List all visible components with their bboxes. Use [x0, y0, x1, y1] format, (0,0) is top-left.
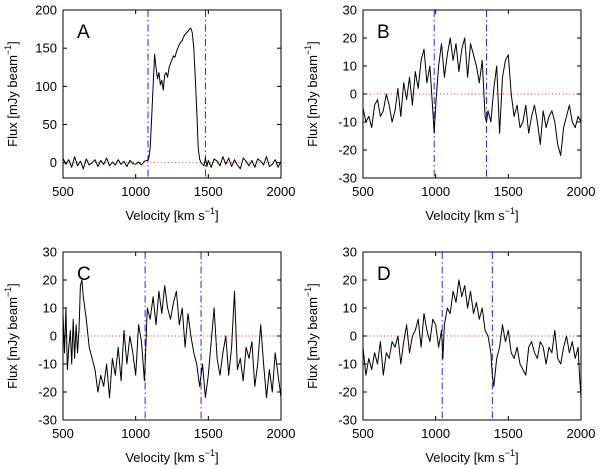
y-tick-label: 30 — [343, 245, 357, 260]
spectrum-line — [63, 27, 281, 170]
y-tick-label: 50 — [43, 117, 57, 132]
y-tick-label: -30 — [338, 413, 357, 428]
y-tick-label: -30 — [338, 171, 357, 186]
x-tick-label: 2000 — [267, 184, 296, 199]
spectrum-line — [363, 279, 581, 398]
y-tick-label: -20 — [338, 143, 357, 158]
y-axis-label: Flux [mJy beam−1] — [303, 41, 320, 147]
x-tick-label: 1000 — [421, 426, 450, 441]
x-axis-label-bracket: ] — [215, 450, 219, 465]
panel-label: A — [77, 22, 90, 43]
y-tick-label: -20 — [38, 385, 57, 400]
x-tick-label: 500 — [52, 184, 74, 199]
panel-a: 500 1000 1500 2000 0 50 100 150 200 A Velocity [km… — [3, 3, 295, 224]
y-tick-label: -20 — [338, 385, 357, 400]
y-axis-label-bracket: ] — [305, 283, 320, 287]
y-axis-label-main: Flux [mJy beam — [305, 55, 320, 147]
panel-d: 500 1000 1500 2000 -30 -20 -10 0 10 20 30 D Velocity… — [303, 245, 595, 466]
x-tick-label: 1000 — [121, 426, 150, 441]
y-tick-label: 0 — [350, 329, 357, 344]
y-axis-label-bracket: ] — [5, 283, 20, 287]
x-axis-label-main: Velocity [km s — [125, 450, 205, 465]
y-tick-label: 20 — [343, 31, 357, 46]
axes-frame — [62, 9, 282, 179]
y-tick-label: -10 — [38, 357, 57, 372]
y-tick-label: -10 — [338, 357, 357, 372]
y-axis-label: Flux [mJy beam−1] — [303, 283, 320, 389]
panel-label: D — [377, 264, 391, 285]
x-tick-label: 1500 — [194, 426, 223, 441]
x-axis-label: Velocity [km s−1] — [125, 206, 218, 223]
x-tick-label: 1500 — [194, 184, 223, 199]
panel-c: 500 1000 1500 2000 -30 -20 -10 0 10 20 30 C Velocity… — [3, 245, 295, 466]
x-axis-label-bracket: ] — [515, 208, 519, 223]
x-axis-label-exponent: −1 — [505, 448, 515, 458]
x-axis-label-bracket: ] — [215, 208, 219, 223]
y-axis-label-exponent: −1 — [3, 45, 13, 55]
x-axis-label-main: Velocity [km s — [125, 208, 205, 223]
x-tick-label: 500 — [352, 184, 374, 199]
x-axis-label-main: Velocity [km s — [425, 450, 505, 465]
y-tick-label: -10 — [338, 115, 357, 130]
x-axis-label-exponent: −1 — [205, 206, 215, 216]
y-tick-label: -30 — [38, 413, 57, 428]
y-tick-label: 100 — [35, 79, 57, 94]
x-axis-label-bracket: ] — [515, 450, 519, 465]
y-axis-label-exponent: −1 — [303, 45, 313, 55]
x-tick-label: 500 — [52, 426, 74, 441]
x-axis-label-main: Velocity [km s — [425, 208, 505, 223]
y-tick-label: 0 — [350, 87, 357, 102]
x-axis-label-exponent: −1 — [505, 206, 515, 216]
panel-b: 500 1000 1500 2000 -30 -20 -10 0 10 20 30 B Velocity… — [303, 3, 595, 224]
x-tick-label: 1500 — [494, 426, 523, 441]
y-axis-label-bracket: ] — [305, 41, 320, 45]
y-tick-label: 10 — [343, 59, 357, 74]
y-tick-label: 0 — [50, 329, 57, 344]
y-tick-label: 30 — [343, 3, 357, 18]
y-axis-label: Flux [mJy beam−1] — [3, 283, 20, 389]
y-axis-label-exponent: −1 — [3, 287, 13, 297]
y-tick-label: 200 — [35, 3, 57, 18]
y-tick-label: 150 — [35, 41, 57, 56]
x-axis-label-exponent: −1 — [205, 448, 215, 458]
y-axis-label-exponent: −1 — [303, 287, 313, 297]
x-tick-label: 1000 — [421, 184, 450, 199]
y-tick-label: 10 — [343, 301, 357, 316]
spectrum-line — [63, 279, 281, 399]
x-axis-label: Velocity [km s−1] — [425, 448, 518, 465]
x-tick-label: 2000 — [567, 184, 596, 199]
y-axis-label-main: Flux [mJy beam — [305, 297, 320, 389]
x-tick-label: 1500 — [494, 184, 523, 199]
y-axis-label-main: Flux [mJy beam — [5, 297, 20, 389]
spectrum-line — [363, 37, 581, 157]
x-tick-label: 2000 — [267, 426, 296, 441]
panel-label: B — [377, 22, 390, 43]
y-tick-label: 0 — [50, 155, 57, 170]
y-tick-label: 10 — [43, 301, 57, 316]
panel-label: C — [77, 264, 91, 285]
x-axis-label: Velocity [km s−1] — [125, 448, 218, 465]
y-axis-label: Flux [mJy beam−1] — [3, 41, 20, 147]
x-axis-label: Velocity [km s−1] — [425, 206, 518, 223]
y-axis-label-bracket: ] — [5, 41, 20, 45]
y-tick-label: 30 — [43, 245, 57, 260]
x-tick-label: 1000 — [121, 184, 150, 199]
y-axis-label-main: Flux [mJy beam — [5, 55, 20, 147]
x-tick-label: 500 — [352, 426, 374, 441]
x-tick-label: 2000 — [567, 426, 596, 441]
y-tick-label: 20 — [343, 273, 357, 288]
y-tick-label: 20 — [43, 273, 57, 288]
